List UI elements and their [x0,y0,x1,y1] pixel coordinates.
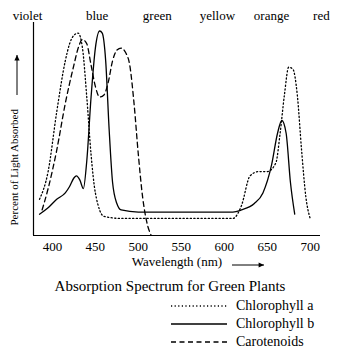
html-text:Absorption Spectrum for Green: Absorption Spectrum for Green Plants [54,278,286,294]
svg-text:blue: blue [86,8,109,23]
svg-text:yellow: yellow [200,8,236,23]
svg-text:violet: violet [13,8,43,23]
svg-text:700: 700 [300,239,320,254]
html-text:Chlorophyll a: Chlorophyll a [236,298,314,313]
html-text:Chlorophyll b: Chlorophyll b [236,316,315,331]
svg-text:Wavelength (nm): Wavelength (nm) [132,254,222,269]
svg-text:500: 500 [129,239,149,254]
svg-text:red: red [313,8,330,23]
svg-text:450: 450 [86,239,106,254]
svg-text:orange: orange [254,8,290,23]
svg-text:Percent of Light Absorbed: Percent of Light Absorbed [8,109,20,226]
svg-text:550: 550 [172,239,192,254]
svg-text:600: 600 [215,239,235,254]
svg-text:400: 400 [43,239,63,254]
svg-text:green: green [143,8,172,23]
svg-text:650: 650 [257,239,277,254]
html-text:Carotenoids: Carotenoids [236,334,304,349]
